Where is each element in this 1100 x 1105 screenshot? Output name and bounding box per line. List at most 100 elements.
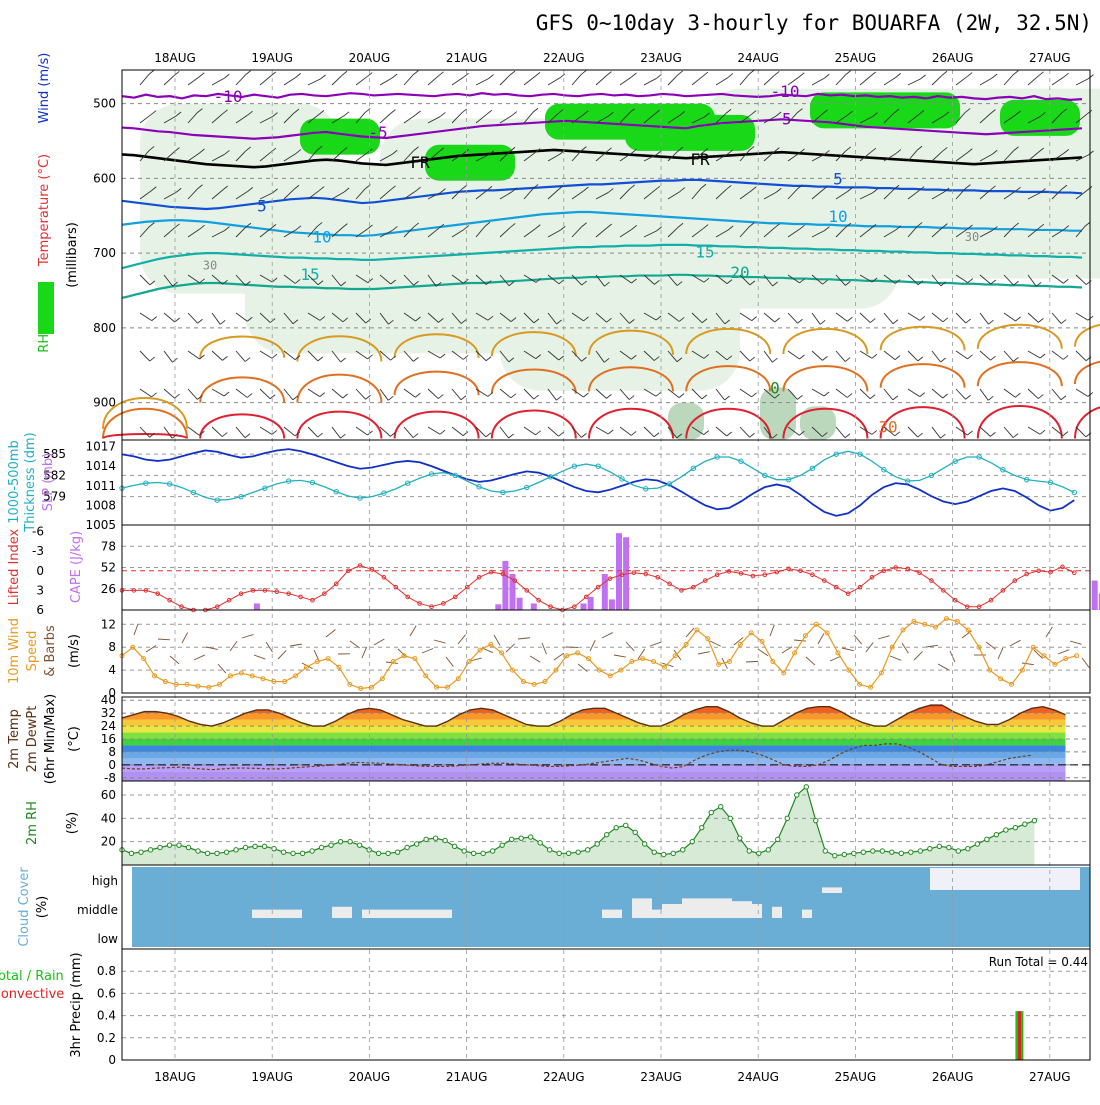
wind-ytick-label: 8 [108, 640, 116, 654]
cloud-middle-cell [272, 910, 282, 918]
top-date-label: 19AUG [251, 51, 293, 65]
temp-axis-title: (6hr Min/Max) [43, 694, 58, 784]
top-date-label: 25AUG [835, 51, 877, 65]
rh2m-marker [462, 849, 466, 853]
rh-legend-swatch [38, 282, 54, 334]
cape-ytick-label: 26 [101, 582, 116, 596]
cape-bar [531, 603, 537, 610]
rh2m-marker [928, 846, 932, 850]
rh2m-marker [215, 851, 219, 855]
cape-bar [1092, 581, 1098, 610]
rh2m-marker [243, 845, 247, 849]
rh-shading-bright [625, 115, 755, 151]
rh2m-marker [566, 851, 570, 855]
rh2m-marker [814, 818, 818, 822]
rh2m-marker [500, 843, 504, 847]
bottom-date-label: 27AUG [1029, 1070, 1071, 1084]
rh2m-marker [880, 849, 884, 853]
bottom-date-label: 25AUG [835, 1070, 877, 1084]
upper-axis-title: (millibars) [65, 222, 80, 288]
cloud-middle-cell [742, 901, 752, 918]
cloud-middle-cell [612, 910, 622, 918]
rh2m-marker [139, 850, 143, 854]
precip-ytick-label: 0 [108, 1053, 116, 1067]
precip-ytick-label: 0.4 [97, 1009, 116, 1023]
contour-label-fr: FR [410, 153, 430, 172]
cloud-axis-title: (%) [35, 896, 50, 919]
rh2m-marker [433, 836, 437, 840]
upper-ytick-label: 700 [93, 246, 116, 260]
temp-color-band [122, 720, 1090, 726]
rh2m-marker [452, 844, 456, 848]
slp-axis-title: SLP (mb) [41, 453, 56, 512]
precip-axis-title: 3hr Precip (mm) [69, 952, 84, 1057]
rh2m-marker [861, 850, 865, 854]
rh2m-marker [481, 851, 485, 855]
cloud-middle-cell [642, 898, 652, 918]
rh2m-marker [643, 842, 647, 846]
cloud-middle-cell [752, 904, 762, 918]
cloud-level-label: high [92, 874, 118, 888]
rh2m-marker [747, 849, 751, 853]
precip-legend-total: Total / Rain [0, 969, 64, 984]
cloud-middle-cell [292, 910, 302, 918]
rh-ytick-label: 20 [101, 835, 116, 849]
cloud-middle-cell [262, 910, 272, 918]
rh2m-marker [728, 816, 732, 820]
temp-color-band [122, 771, 1090, 781]
wind-axis-title: (m/s) [67, 634, 82, 668]
slp-ytick-label: 1011 [85, 479, 116, 493]
rh2m-marker [386, 851, 390, 855]
rh2m-marker [671, 851, 675, 855]
contour-label-minus10: -10 [771, 82, 800, 101]
cloud-middle-cell [632, 898, 642, 918]
top-date-label: 21AUG [446, 51, 488, 65]
rh2m-marker [614, 825, 618, 829]
cloud-middle-cell [412, 910, 422, 918]
chart-title: GFS 0~10day 3-hourly for BOUARFA (2W, 32… [536, 11, 1092, 35]
rh-axis-title: 2m RH [25, 801, 40, 845]
cloud-middle-cell [722, 898, 732, 918]
cloud-axis-title: Cloud Cover [17, 867, 32, 947]
rh2m-marker [681, 848, 685, 852]
rh2m-marker [281, 850, 285, 854]
rh2m-marker [357, 843, 361, 847]
upper-ytick-label: 600 [93, 171, 116, 185]
rh2m-marker [234, 848, 238, 852]
cape-ytick-label: 78 [101, 539, 116, 553]
cloud-middle-cell [682, 898, 692, 918]
rh2m-marker [557, 851, 561, 855]
precip-ytick-label: 0.8 [97, 964, 116, 978]
slp-ytick-label: 1017 [85, 440, 116, 454]
contour-label-thirty: 30 [878, 418, 897, 437]
top-date-label: 26AUG [932, 51, 974, 65]
temp-ytick-label: 16 [101, 732, 116, 746]
rh2m-marker [833, 853, 837, 857]
rh2m-marker [595, 842, 599, 846]
cloud-middle-cell [382, 910, 392, 918]
top-date-label: 24AUG [737, 51, 779, 65]
wind-ytick-label: 4 [108, 663, 116, 677]
bottom-date-label: 24AUG [737, 1070, 779, 1084]
cloud-middle-cell [342, 907, 352, 918]
cloud-middle-cell [432, 910, 442, 918]
rh2m-marker [538, 841, 542, 845]
contour-label-five: 5 [833, 169, 843, 188]
contour-label-twenty: 20 [730, 263, 749, 282]
rh2m-marker [1032, 818, 1036, 822]
contour-label-minus5: -5 [772, 110, 791, 129]
rh2m-marker [405, 845, 409, 849]
rh2m-marker [795, 793, 799, 797]
rh2m-marker [738, 836, 742, 840]
cape-bar [581, 603, 587, 610]
precip-ytick-label: 0.6 [97, 986, 116, 1000]
upper-axis-title: Temperature (°C) [37, 154, 52, 267]
temp-color-band [122, 752, 1090, 758]
bottom-date-label: 23AUG [640, 1070, 682, 1084]
rh2m-marker [300, 851, 304, 855]
rh2m-marker [148, 848, 152, 852]
rh2m-marker [1023, 822, 1027, 826]
rh2m-marker [547, 848, 551, 852]
rh2m-marker [329, 843, 333, 847]
